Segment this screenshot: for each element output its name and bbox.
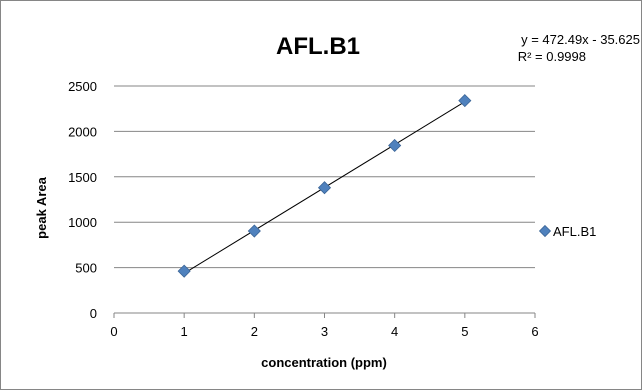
data-point-0-3 (388, 138, 402, 153)
x-tick-label-6: 6 (531, 324, 538, 339)
x-tick-label-1: 1 (181, 324, 188, 339)
legend-marker-diamond (538, 224, 552, 238)
data-point-0-2 (317, 181, 332, 195)
y-axis-label: peak Area (34, 176, 49, 238)
gridlines (114, 85, 535, 269)
y-tick-label-500: 500 (75, 261, 97, 276)
data-points (177, 94, 472, 278)
x-tick-label-5: 5 (461, 324, 468, 339)
x-axis-ticks (113, 313, 536, 318)
legend: AFL.B1 (538, 224, 596, 239)
y-tick-label-1500: 1500 (68, 170, 97, 185)
x-tick-label-3: 3 (321, 324, 328, 339)
data-point-0-0 (177, 264, 191, 278)
x-tick-label-4: 4 (391, 324, 398, 339)
y-tick-label-2500: 2500 (68, 79, 97, 94)
trendline-equation: y = 472.49x - 35.625 (521, 32, 640, 47)
x-axis-tick-labels: 0 1 2 3 4 5 6 (110, 324, 538, 339)
data-point-0-4 (458, 94, 472, 108)
chart-title: AFL.B1 (276, 33, 360, 60)
y-tick-label-1000: 1000 (68, 215, 97, 230)
x-axis-label: concentration (ppm) (261, 355, 387, 370)
trendline-r-squared: R² = 0.9998 (518, 49, 586, 64)
x-tick-label-0: 0 (110, 324, 117, 339)
data-point-0-1 (247, 224, 261, 238)
legend-label: AFL.B1 (553, 224, 596, 239)
y-tick-label-2000: 2000 (68, 124, 97, 139)
x-tick-label-2: 2 (251, 324, 258, 339)
y-tick-label-0: 0 (90, 306, 97, 321)
y-axis-tick-labels: 0 500 1000 1500 2000 2500 (68, 79, 97, 321)
